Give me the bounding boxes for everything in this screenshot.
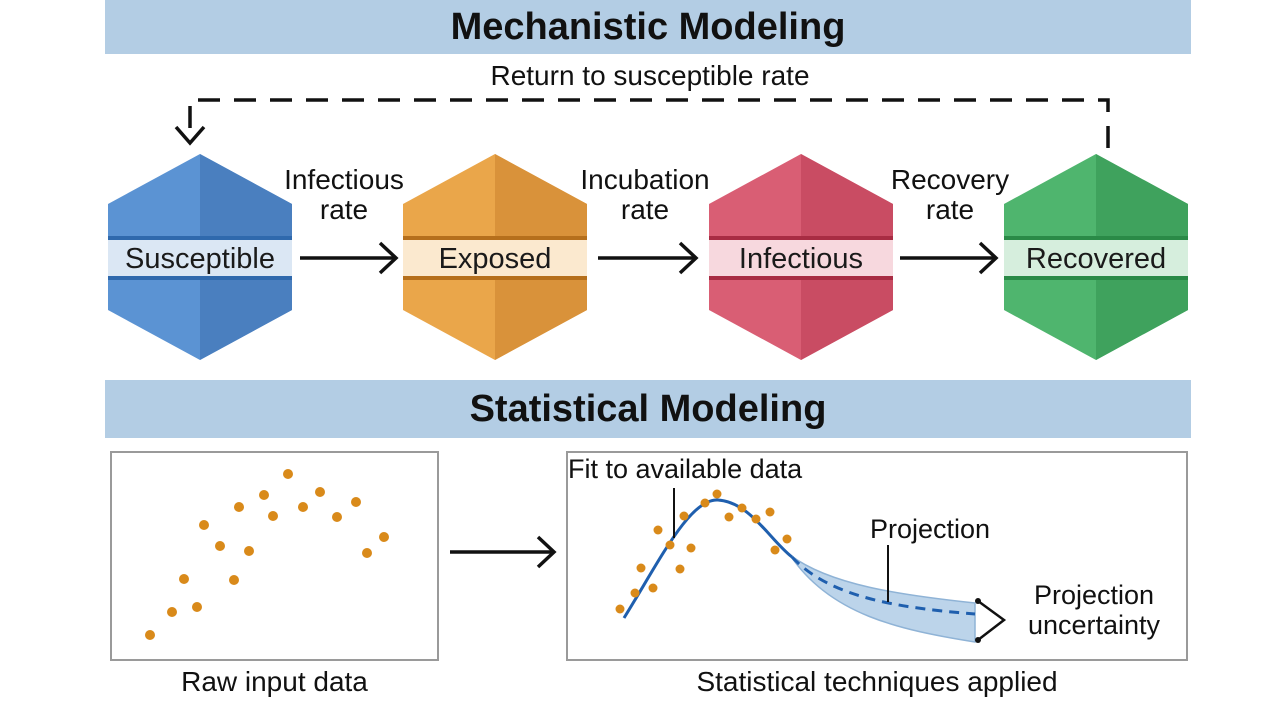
applied-panel <box>566 451 1188 661</box>
raw-data-panel <box>110 451 439 661</box>
rate-label-incubation: Incubation rate <box>560 165 730 225</box>
raw-input-caption: Raw input data <box>181 666 368 697</box>
compartment-susceptible: Susceptible <box>108 154 292 360</box>
hex-band <box>108 240 292 276</box>
data-point <box>179 574 189 584</box>
rate-line1: Infectious <box>284 164 404 195</box>
hex-band <box>709 240 893 276</box>
compartment-infectious: Infectious <box>709 154 893 360</box>
projection-curve <box>790 555 976 616</box>
fit-curve <box>622 498 793 619</box>
data-point <box>229 575 239 585</box>
rate-label-infectious: Infectious rate <box>262 165 426 225</box>
fitted-data-points <box>615 489 792 614</box>
data-point <box>362 548 372 558</box>
data-point <box>259 490 269 500</box>
rate-line2: rate <box>925 194 975 225</box>
raw-data-points <box>145 469 389 640</box>
data-point <box>244 546 254 556</box>
data-point <box>712 489 722 499</box>
compartment-label-susceptible: Susceptible <box>125 242 275 275</box>
compartment-recovered: Recovered <box>1004 154 1188 360</box>
return-to-susceptible-label: Return to susceptible rate <box>490 60 810 91</box>
process-arrow-head <box>536 535 557 569</box>
data-point <box>145 630 155 640</box>
arrow-head <box>978 241 999 275</box>
compartment-label-exposed: Exposed <box>438 242 552 275</box>
data-point <box>615 604 625 614</box>
projection-uncertainty-label: Projection uncertainty <box>1006 580 1182 640</box>
data-point <box>379 532 389 542</box>
arrow-head <box>678 241 699 275</box>
data-point <box>268 511 278 521</box>
data-point <box>630 588 640 598</box>
bracket-end <box>975 637 981 643</box>
data-point <box>782 534 792 544</box>
data-point <box>298 502 308 512</box>
data-point <box>192 602 202 612</box>
data-point <box>351 497 361 507</box>
data-point <box>648 583 658 593</box>
data-point <box>332 512 342 522</box>
rate-label-recovery: Recovery rate <box>868 165 1032 225</box>
data-point <box>686 543 696 553</box>
data-point <box>315 487 325 497</box>
fit-label: Fit to available data <box>568 454 803 484</box>
rate-line1: Recovery <box>890 164 1010 195</box>
rate-line2: rate <box>620 194 670 225</box>
data-point <box>724 512 734 522</box>
compartment-label-recovered: Recovered <box>1025 242 1167 275</box>
data-point <box>679 511 689 521</box>
data-point <box>283 469 293 479</box>
rate-line2: rate <box>319 194 369 225</box>
data-point <box>751 514 761 524</box>
data-point <box>700 498 710 508</box>
data-point <box>770 545 780 555</box>
data-point <box>665 540 675 550</box>
statistical-modeling-banner: Statistical Modeling <box>105 380 1191 438</box>
data-point <box>653 525 663 535</box>
data-point <box>215 541 225 551</box>
return-arrow-head <box>174 125 206 146</box>
data-point <box>167 607 177 617</box>
return-arrow-line <box>188 98 1110 148</box>
hex-band <box>1004 240 1188 276</box>
data-point <box>636 563 646 573</box>
projection-label: Projection <box>869 514 991 544</box>
data-point <box>675 564 685 574</box>
mechanistic-modeling-title: Mechanistic Modeling <box>450 5 846 48</box>
rate-line1: Incubation <box>580 164 710 195</box>
data-point <box>765 507 775 517</box>
data-point <box>234 502 244 512</box>
uncertainty-line1: Projection <box>1033 580 1155 610</box>
compartment-label-infectious: Infectious <box>738 242 864 275</box>
applied-caption: Statistical techniques applied <box>696 666 1058 697</box>
bracket-end <box>975 598 981 604</box>
arrow-head <box>378 241 399 275</box>
statistical-modeling-title: Statistical Modeling <box>469 387 827 430</box>
data-point <box>199 520 209 530</box>
compartment-exposed: Exposed <box>403 154 587 360</box>
data-point <box>737 503 747 513</box>
mechanistic-modeling-banner: Mechanistic Modeling <box>105 0 1191 54</box>
uncertainty-bracket <box>977 599 1007 641</box>
hex-band <box>403 240 587 276</box>
uncertainty-band <box>789 554 976 643</box>
uncertainty-line2: uncertainty <box>1027 610 1161 640</box>
